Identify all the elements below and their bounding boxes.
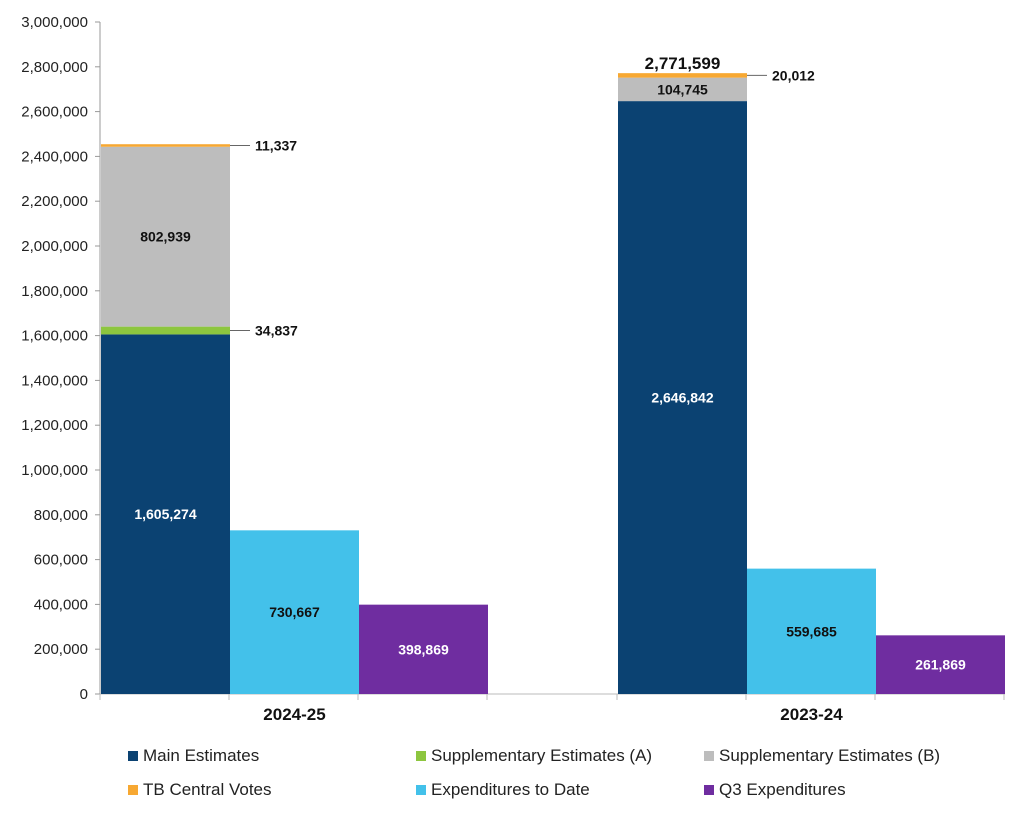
- y-tick-label: 800,000: [34, 507, 88, 524]
- y-tick-label: 1,800,000: [21, 283, 88, 300]
- bar-segment: [747, 568, 876, 694]
- x-category-label: 2023-24: [780, 705, 843, 724]
- data-label: 11,337: [255, 137, 297, 153]
- bar-segment: [618, 101, 747, 694]
- legend-item: Main Estimates: [128, 746, 259, 766]
- y-tick-label: 1,200,000: [21, 417, 88, 434]
- legend-label: Supplementary Estimates (A): [431, 746, 653, 765]
- y-tick-label: 1,600,000: [21, 328, 88, 345]
- data-label: 104,745: [657, 81, 708, 97]
- legend-label: TB Central Votes: [143, 780, 272, 799]
- y-tick-label: 2,600,000: [21, 104, 88, 121]
- y-tick-label: 2,000,000: [21, 238, 88, 255]
- legend-label: Expenditures to Date: [431, 780, 590, 799]
- data-label: 20,012: [772, 67, 815, 83]
- y-tick-label: 2,400,000: [21, 148, 88, 165]
- y-tick-label: 2,200,000: [21, 193, 88, 210]
- data-label: 2,646,842: [651, 390, 713, 406]
- total-label: 2,771,599: [645, 54, 721, 73]
- bar-segment: [618, 77, 747, 102]
- data-label: 398,869: [398, 641, 449, 657]
- y-tick-label: 200,000: [34, 641, 88, 658]
- legend-swatch: [704, 751, 714, 761]
- x-category-label: 2024-25: [263, 705, 325, 724]
- y-tick-label: 0: [80, 686, 88, 703]
- legend-swatch: [128, 751, 138, 761]
- y-tick-label: 2,800,000: [21, 59, 88, 76]
- data-label: 261,869: [915, 657, 966, 673]
- data-label: 559,685: [786, 623, 837, 639]
- data-label: 802,939: [140, 229, 191, 245]
- y-tick-label: 600,000: [34, 552, 88, 569]
- legend-swatch: [704, 785, 714, 795]
- y-tick-label: 1,000,000: [21, 462, 88, 479]
- bar-segment: [101, 326, 230, 335]
- legend-item: Supplementary Estimates (B): [704, 746, 940, 766]
- legend-label: Q3 Expenditures: [719, 780, 846, 799]
- bar-segment: [876, 635, 1005, 694]
- legend-item: Supplementary Estimates (A): [416, 746, 652, 766]
- legend-label: Main Estimates: [143, 746, 260, 765]
- data-label: 1,605,274: [134, 506, 196, 522]
- y-tick-label: 3,000,000: [21, 14, 88, 31]
- legend-label: Supplementary Estimates (B): [719, 746, 941, 765]
- data-label: 730,667: [269, 604, 320, 620]
- legend-item: TB Central Votes: [128, 780, 272, 800]
- bar-segment: [101, 144, 230, 147]
- bar-segment: [230, 530, 359, 694]
- legend-swatch: [416, 785, 426, 795]
- data-label: 34,837: [255, 323, 298, 339]
- bar-segment: [618, 73, 747, 78]
- legend-item: Expenditures to Date: [416, 780, 590, 800]
- bar-segment: [101, 146, 230, 327]
- stacked-bar-chart: 0 200,000 400,000 600,000 800,000 1,000,000 1,…: [21, 14, 1005, 724]
- legend-item: Q3 Expenditures: [704, 780, 846, 800]
- legend-swatch: [416, 751, 426, 761]
- y-tick-label: 400,000: [34, 596, 88, 613]
- y-tick-label: 1,400,000: [21, 372, 88, 389]
- legend-swatch: [128, 785, 138, 795]
- bar-segment: [359, 604, 488, 694]
- bar-segment: [101, 334, 230, 694]
